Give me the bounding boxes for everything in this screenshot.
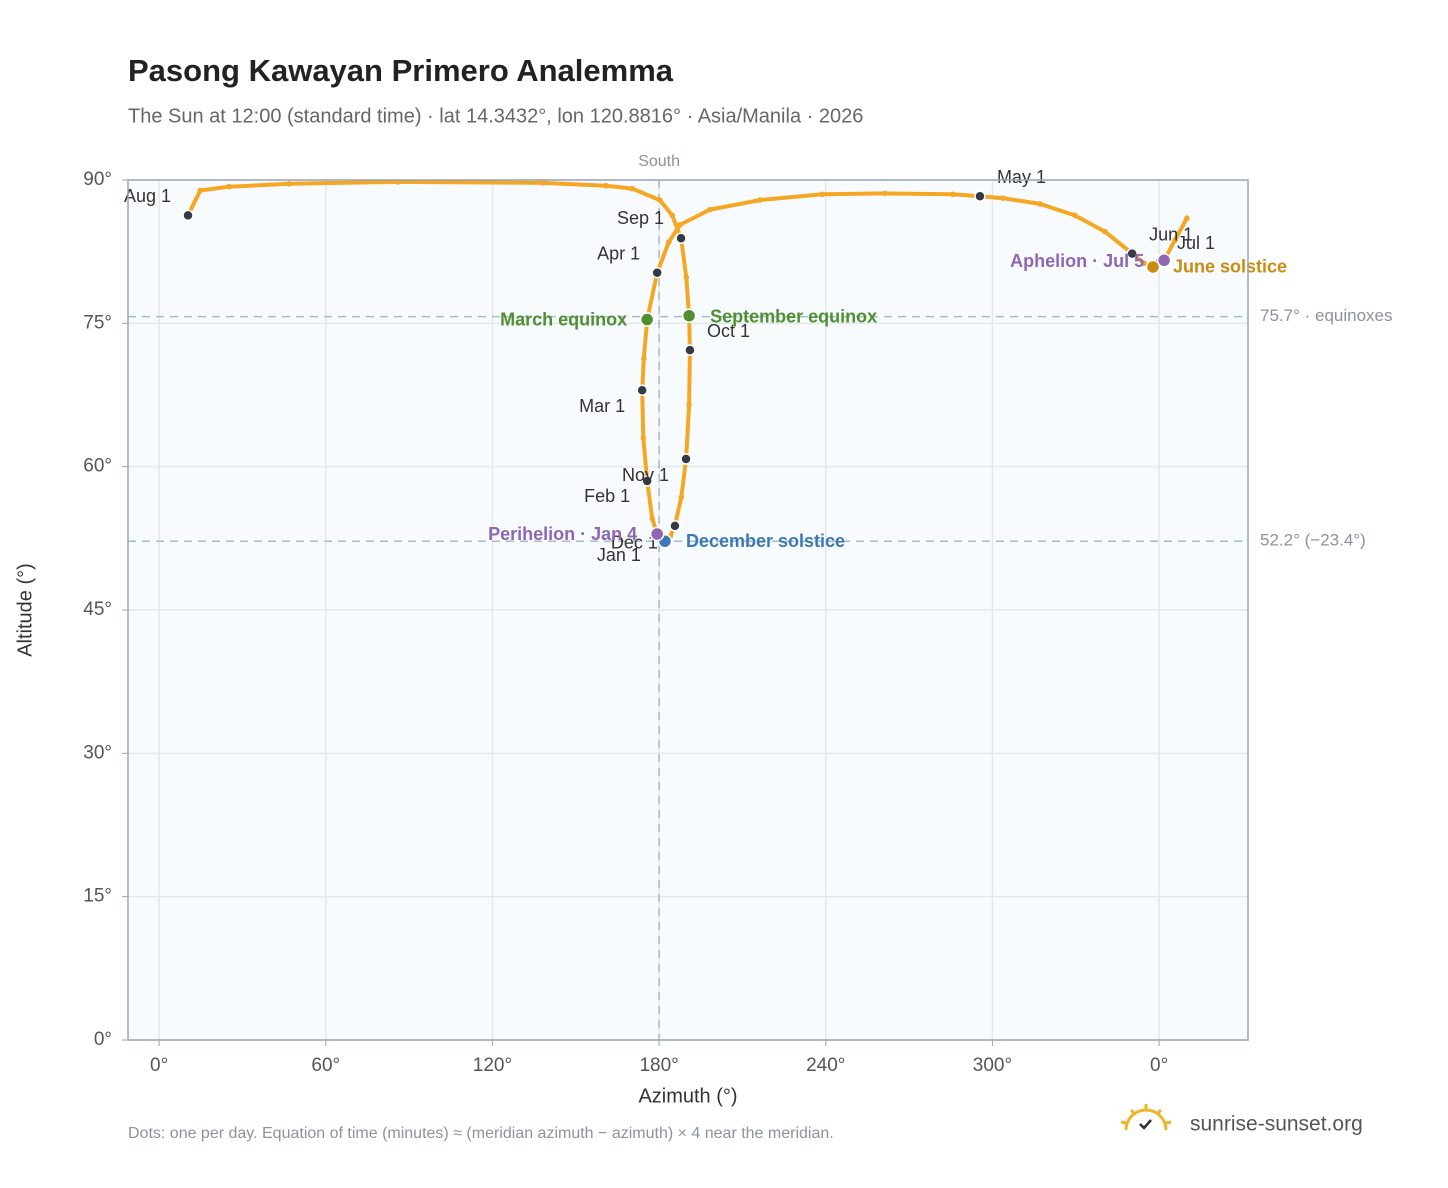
month-dot — [669, 520, 681, 532]
month-dot — [182, 209, 194, 222]
event-dot — [649, 526, 665, 542]
day-dot — [649, 515, 655, 522]
month-dot — [1126, 247, 1138, 260]
reference-label: 52.2° (−23.4°) — [1260, 531, 1366, 550]
month-dot — [675, 232, 687, 245]
month-dot — [636, 384, 648, 396]
x-tick-label: 60° — [311, 1055, 340, 1076]
month-label: Apr 1 — [597, 243, 640, 263]
y-tick-label: 45° — [83, 599, 112, 620]
day-dot — [1172, 237, 1178, 243]
month-dot — [680, 453, 692, 465]
month-label: Sep 1 — [617, 208, 664, 228]
day-dot — [1000, 195, 1006, 201]
day-dot — [686, 401, 692, 408]
reference-label: South — [638, 153, 680, 170]
plot-border — [127, 179, 1249, 1041]
event-dot — [1145, 259, 1161, 275]
day-dot — [226, 183, 232, 190]
day-dot — [1102, 228, 1108, 235]
month-label: May 1 — [997, 167, 1046, 187]
event-dot — [1156, 253, 1172, 268]
x-tick-label: 180° — [639, 1055, 678, 1076]
y-tick-label: 60° — [83, 456, 112, 477]
x-tick-label: 300° — [973, 1055, 1012, 1076]
day-dot — [1037, 201, 1043, 207]
chart-title: Pasong Kawayan Primero Analemma — [128, 53, 674, 88]
brand-text: sunrise-sunset.org — [1190, 1113, 1363, 1136]
event-dot — [681, 308, 697, 323]
month-label: Aug 1 — [124, 186, 171, 206]
event-label: Aphelion · Jul 5 — [1010, 251, 1144, 271]
reference-label: 75.7° · equinoxes — [1260, 306, 1393, 325]
event-label: June solstice — [1173, 257, 1287, 277]
brand-logo — [1120, 1104, 1172, 1131]
event-label: Perihelion · Jan 4 — [488, 524, 637, 544]
x-tick-label: 120° — [473, 1055, 512, 1076]
day-dot — [1141, 260, 1147, 266]
day-dot — [641, 355, 647, 362]
month-label: Jul 1 — [1177, 233, 1215, 253]
day-dot — [657, 197, 663, 203]
day-dot — [669, 212, 675, 219]
y-tick-label: 75° — [83, 312, 112, 333]
day-dot — [707, 206, 713, 213]
day-dot — [819, 191, 825, 198]
y-axis-label: Altitude (°) — [14, 563, 36, 657]
y-tick-label: 15° — [83, 886, 112, 907]
day-dot — [882, 190, 888, 197]
month-dot — [641, 475, 653, 487]
day-dot — [629, 185, 635, 192]
day-dot — [286, 181, 292, 187]
x-tick-label: 0° — [150, 1055, 168, 1076]
month-label: Mar 1 — [579, 396, 625, 416]
event-label: December solstice — [686, 531, 845, 551]
month-label: Oct 1 — [707, 321, 750, 341]
event-label: March equinox — [500, 309, 627, 329]
day-dot — [1072, 212, 1078, 219]
day-dot — [683, 274, 690, 281]
day-dot — [197, 187, 204, 194]
day-dot — [950, 191, 956, 198]
month-dot — [974, 190, 986, 202]
month-label: Nov 1 — [622, 465, 669, 485]
day-dot — [1184, 215, 1190, 222]
month-label: Jan 1 — [597, 545, 641, 565]
month-label: Feb 1 — [584, 486, 630, 506]
day-dot — [757, 197, 763, 203]
x-axis-label: Azimuth (°) — [638, 1085, 737, 1107]
y-tick-label: 0° — [94, 1029, 112, 1050]
x-tick-label: 0° — [1150, 1055, 1168, 1076]
event-label: September equinox — [710, 306, 877, 326]
day-dot — [678, 494, 685, 501]
day-dot — [603, 182, 609, 189]
event-dot — [639, 312, 655, 327]
day-dot — [677, 222, 683, 228]
month-label: Jun 1 — [1149, 224, 1193, 244]
x-tick-label: 240° — [806, 1055, 845, 1076]
month-label: Dec 1 — [611, 533, 658, 553]
day-dot — [640, 435, 647, 441]
chart-subtitle: The Sun at 12:00 (standard time) · lat 1… — [128, 105, 863, 127]
day-dot — [666, 239, 672, 245]
month-dot — [651, 266, 663, 279]
footnote: Dots: one per day. Equation of time (min… — [128, 1125, 834, 1142]
day-dot — [540, 180, 546, 186]
month-dot — [684, 344, 696, 356]
y-tick-label: 90° — [83, 169, 112, 190]
y-tick-label: 30° — [83, 742, 112, 763]
